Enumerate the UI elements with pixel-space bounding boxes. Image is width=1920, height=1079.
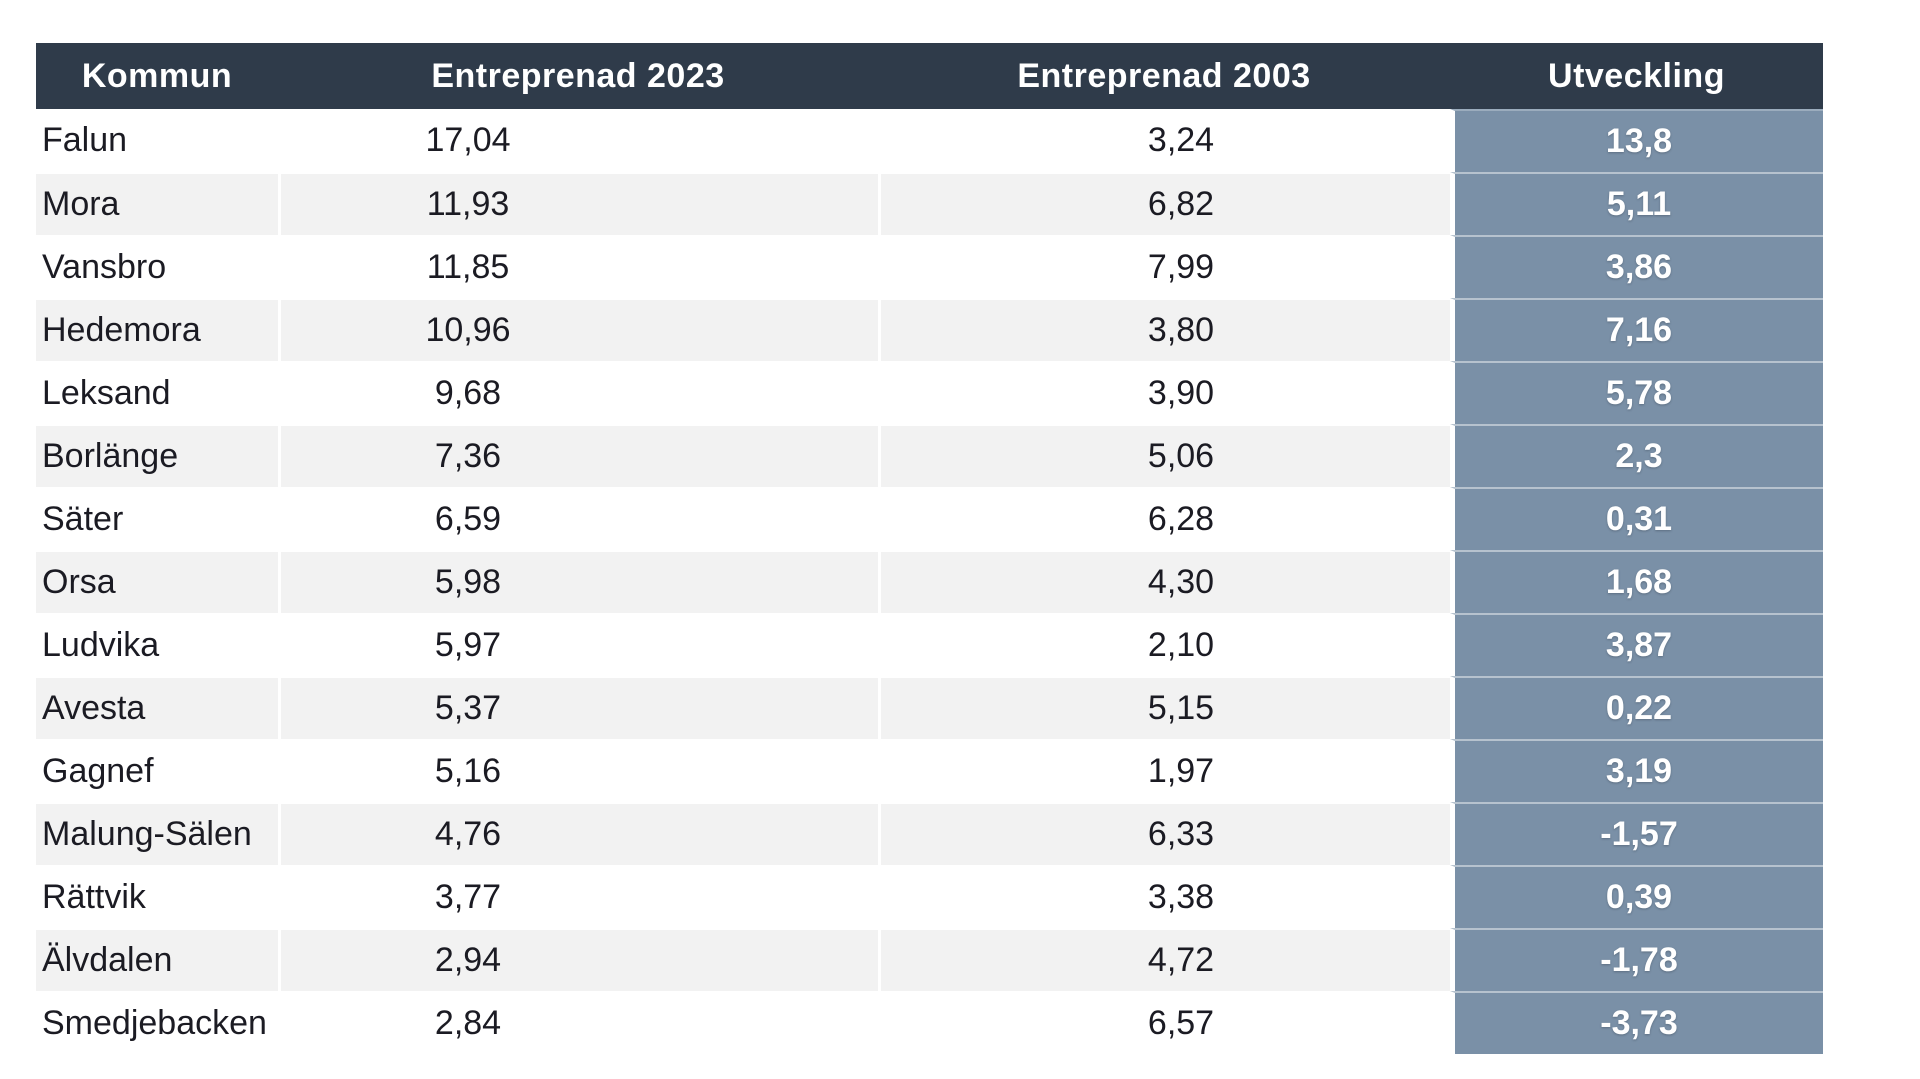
- utveckling-cell: 7,16: [1450, 298, 1823, 361]
- kommun-cell: Falun: [36, 109, 278, 172]
- entreprenad-2003-cell: 1,97: [878, 739, 1450, 802]
- kommun-cell: Malung-Sälen: [36, 802, 278, 865]
- col-header-entreprenad-2023: Entreprenad 2023: [278, 43, 878, 109]
- utveckling-cell: -1,57: [1450, 802, 1823, 865]
- entreprenad-2023-cell: 7,36: [278, 424, 878, 487]
- entreprenad-2023-cell: 9,68: [278, 361, 878, 424]
- kommun-cell: Vansbro: [36, 235, 278, 298]
- table-row: Säter 6,59 6,28 0,31: [36, 487, 1823, 550]
- entreprenad-2003-cell: 3,80: [878, 298, 1450, 361]
- kommun-cell: Leksand: [36, 361, 278, 424]
- entreprenad-2023-cell: 2,84: [278, 991, 878, 1054]
- utveckling-cell: 3,19: [1450, 739, 1823, 802]
- col-header-kommun: Kommun: [36, 43, 278, 109]
- entreprenad-2023-cell: 11,93: [278, 172, 878, 235]
- table-row: Borlänge 7,36 5,06 2,3: [36, 424, 1823, 487]
- utveckling-cell: 0,31: [1450, 487, 1823, 550]
- table-row: Rättvik 3,77 3,38 0,39: [36, 865, 1823, 928]
- kommun-cell: Säter: [36, 487, 278, 550]
- table-row: Avesta 5,37 5,15 0,22: [36, 676, 1823, 739]
- utveckling-cell: -3,73: [1450, 991, 1823, 1054]
- entreprenad-2023-cell: 10,96: [278, 298, 878, 361]
- kommun-cell: Ludvika: [36, 613, 278, 676]
- col-header-utveckling: Utveckling: [1450, 43, 1823, 109]
- kommun-cell: Mora: [36, 172, 278, 235]
- kommun-cell: Orsa: [36, 550, 278, 613]
- entreprenad-2023-cell: 2,94: [278, 928, 878, 991]
- utveckling-cell: 1,68: [1450, 550, 1823, 613]
- kommun-cell: Rättvik: [36, 865, 278, 928]
- utveckling-cell: 5,11: [1450, 172, 1823, 235]
- table-row: Ludvika 5,97 2,10 3,87: [36, 613, 1823, 676]
- table-row: Falun 17,04 3,24 13,8: [36, 109, 1823, 172]
- utveckling-cell: 0,22: [1450, 676, 1823, 739]
- utveckling-cell: 5,78: [1450, 361, 1823, 424]
- entreprenad-2003-cell: 3,90: [878, 361, 1450, 424]
- entreprenad-2023-cell: 11,85: [278, 235, 878, 298]
- table-row: Gagnef 5,16 1,97 3,19: [36, 739, 1823, 802]
- kommun-cell: Avesta: [36, 676, 278, 739]
- entreprenad-2003-cell: 4,30: [878, 550, 1450, 613]
- entreprenad-2023-cell: 5,37: [278, 676, 878, 739]
- table-row: Orsa 5,98 4,30 1,68: [36, 550, 1823, 613]
- entreprenad-2003-cell: 4,72: [878, 928, 1450, 991]
- entreprenad-2003-cell: 2,10: [878, 613, 1450, 676]
- entreprenad-2023-cell: 4,76: [278, 802, 878, 865]
- kommun-cell: Hedemora: [36, 298, 278, 361]
- table-row: Malung-Sälen 4,76 6,33 -1,57: [36, 802, 1823, 865]
- kommun-cell: Smedjebacken: [36, 991, 278, 1054]
- utveckling-cell: 3,87: [1450, 613, 1823, 676]
- entreprenad-2003-cell: 6,82: [878, 172, 1450, 235]
- entreprenad-2003-cell: 3,38: [878, 865, 1450, 928]
- kommun-cell: Älvdalen: [36, 928, 278, 991]
- entreprenad-2003-cell: 3,24: [878, 109, 1450, 172]
- header-row: Kommun Entreprenad 2023 Entreprenad 2003…: [36, 43, 1823, 109]
- utveckling-cell: 3,86: [1450, 235, 1823, 298]
- entreprenad-2023-cell: 5,16: [278, 739, 878, 802]
- col-header-entreprenad-2003: Entreprenad 2003: [878, 43, 1450, 109]
- utveckling-cell: -1,78: [1450, 928, 1823, 991]
- utveckling-cell: 13,8: [1450, 109, 1823, 172]
- entreprenad-2023-cell: 5,97: [278, 613, 878, 676]
- entreprenad-2003-cell: 7,99: [878, 235, 1450, 298]
- entreprenad-2003-cell: 5,06: [878, 424, 1450, 487]
- entreprenad-2023-cell: 3,77: [278, 865, 878, 928]
- table-row: Älvdalen 2,94 4,72 -1,78: [36, 928, 1823, 991]
- table-row: Mora 11,93 6,82 5,11: [36, 172, 1823, 235]
- entreprenad-2023-cell: 5,98: [278, 550, 878, 613]
- table-row: Vansbro 11,85 7,99 3,86: [36, 235, 1823, 298]
- kommun-cell: Borlänge: [36, 424, 278, 487]
- entreprenad-2003-cell: 6,57: [878, 991, 1450, 1054]
- entreprenad-2023-cell: 6,59: [278, 487, 878, 550]
- entreprenad-2003-cell: 6,33: [878, 802, 1450, 865]
- table-row: Leksand 9,68 3,90 5,78: [36, 361, 1823, 424]
- table-row: Hedemora 10,96 3,80 7,16: [36, 298, 1823, 361]
- kommun-entreprenad-table: Kommun Entreprenad 2023 Entreprenad 2003…: [36, 43, 1823, 1054]
- table-row: Smedjebacken 2,84 6,57 -3,73: [36, 991, 1823, 1054]
- utveckling-cell: 0,39: [1450, 865, 1823, 928]
- entreprenad-2003-cell: 5,15: [878, 676, 1450, 739]
- kommun-cell: Gagnef: [36, 739, 278, 802]
- entreprenad-2003-cell: 6,28: [878, 487, 1450, 550]
- entreprenad-2023-cell: 17,04: [278, 109, 878, 172]
- utveckling-cell: 2,3: [1450, 424, 1823, 487]
